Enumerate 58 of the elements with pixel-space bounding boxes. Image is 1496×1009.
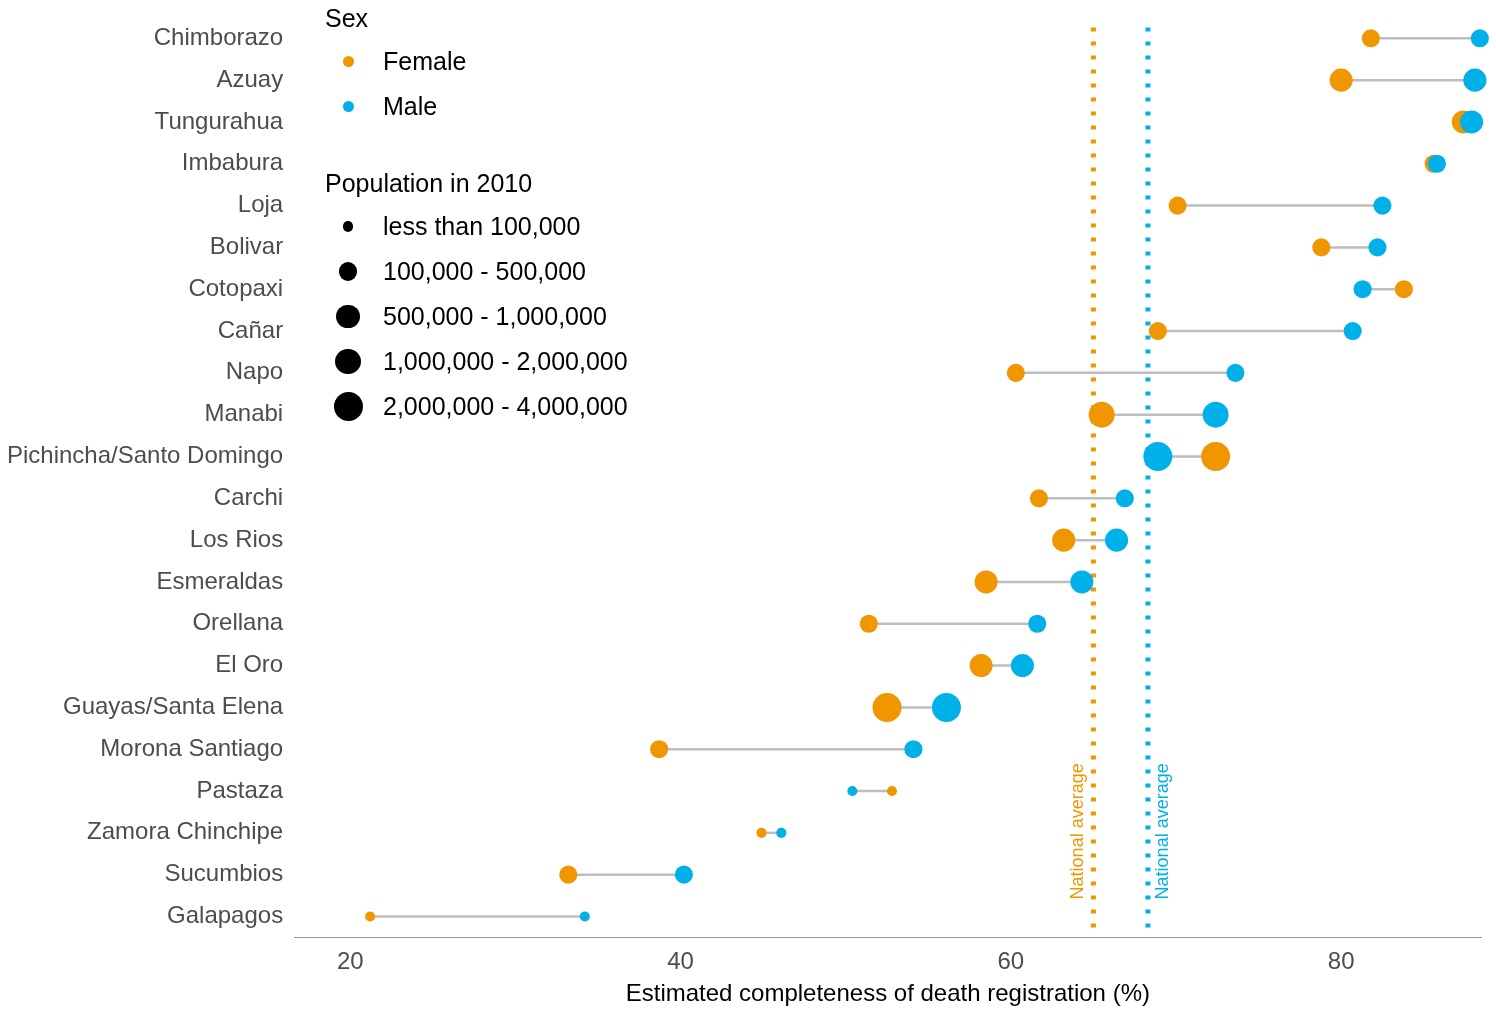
y-tick-label: Galapagos — [167, 901, 284, 929]
annotation: Population in 2010 — [325, 169, 534, 198]
y-tick-label: Esmeraldas — [156, 566, 284, 594]
point — [650, 740, 669, 759]
point — [904, 740, 923, 759]
point — [674, 865, 693, 884]
y-tick-label: Loja — [237, 190, 284, 218]
y-tick-label: Sucumbios — [164, 859, 284, 887]
ref-line-label: National average — [1067, 763, 1088, 900]
x-tick-label: 40 — [667, 947, 694, 975]
point — [1394, 280, 1413, 299]
y-tick-label: Cotopaxi — [188, 273, 284, 301]
legend-label: 100,000 - 500,000 — [383, 257, 586, 286]
legend-label: 500,000 - 1,000,000 — [383, 302, 607, 331]
point — [1029, 489, 1048, 508]
y-tick-label: Carchi — [213, 482, 284, 510]
point — [1115, 489, 1134, 508]
point — [559, 865, 578, 884]
point — [1353, 280, 1372, 299]
point — [1361, 29, 1380, 48]
point — [1006, 363, 1025, 382]
point — [1343, 321, 1362, 341]
legend-label: Female — [383, 47, 467, 76]
y-tick-label: Pastaza — [196, 775, 284, 803]
y-tick-label: El Oro — [215, 650, 284, 678]
y-tick-label: Manabi — [204, 399, 284, 427]
point — [1312, 238, 1331, 257]
legend-label: Male — [383, 92, 438, 121]
y-tick-label: Zamora Chinchipe — [87, 817, 284, 845]
point — [1368, 238, 1387, 257]
legend-label: less than 100,000 — [383, 212, 581, 241]
y-tick-label: Los Rios — [189, 524, 284, 552]
y-tick-label: Morona Santiago — [100, 733, 284, 761]
point — [1028, 614, 1047, 633]
legend-label: 1,000,000 - 2,000,000 — [383, 347, 628, 376]
y-tick-label: Tungurahua — [154, 106, 284, 134]
y-tick-label: Cañar — [217, 315, 284, 343]
ref-line-label: National average — [1151, 763, 1172, 900]
x-tick-label: 80 — [1327, 947, 1355, 975]
x-tick-label: 20 — [336, 947, 364, 975]
point — [1373, 196, 1392, 215]
point — [1470, 29, 1489, 48]
legend-title: Sex — [325, 4, 370, 33]
point — [1148, 321, 1167, 341]
y-tick-label: Imbabura — [181, 148, 284, 176]
y-tick-label: Guayas/Santa Elena — [63, 692, 284, 720]
y-tick-label: Bolivar — [209, 232, 284, 260]
point — [859, 614, 878, 633]
y-tick-label: Orellana — [192, 608, 284, 636]
x-axis-title: Estimated completeness of death registration (%) — [625, 979, 1150, 1007]
x-tick-label: 60 — [997, 947, 1025, 975]
y-tick-label: Chimborazo — [153, 22, 284, 50]
legend-label: 2,000,000 - 4,000,000 — [383, 392, 628, 421]
y-tick-label: Azuay — [216, 64, 284, 92]
y-tick-label: Napo — [225, 357, 284, 385]
y-tick-label: Pichincha/Santo Domingo — [6, 441, 284, 469]
point — [1168, 196, 1187, 215]
point — [1226, 363, 1245, 382]
